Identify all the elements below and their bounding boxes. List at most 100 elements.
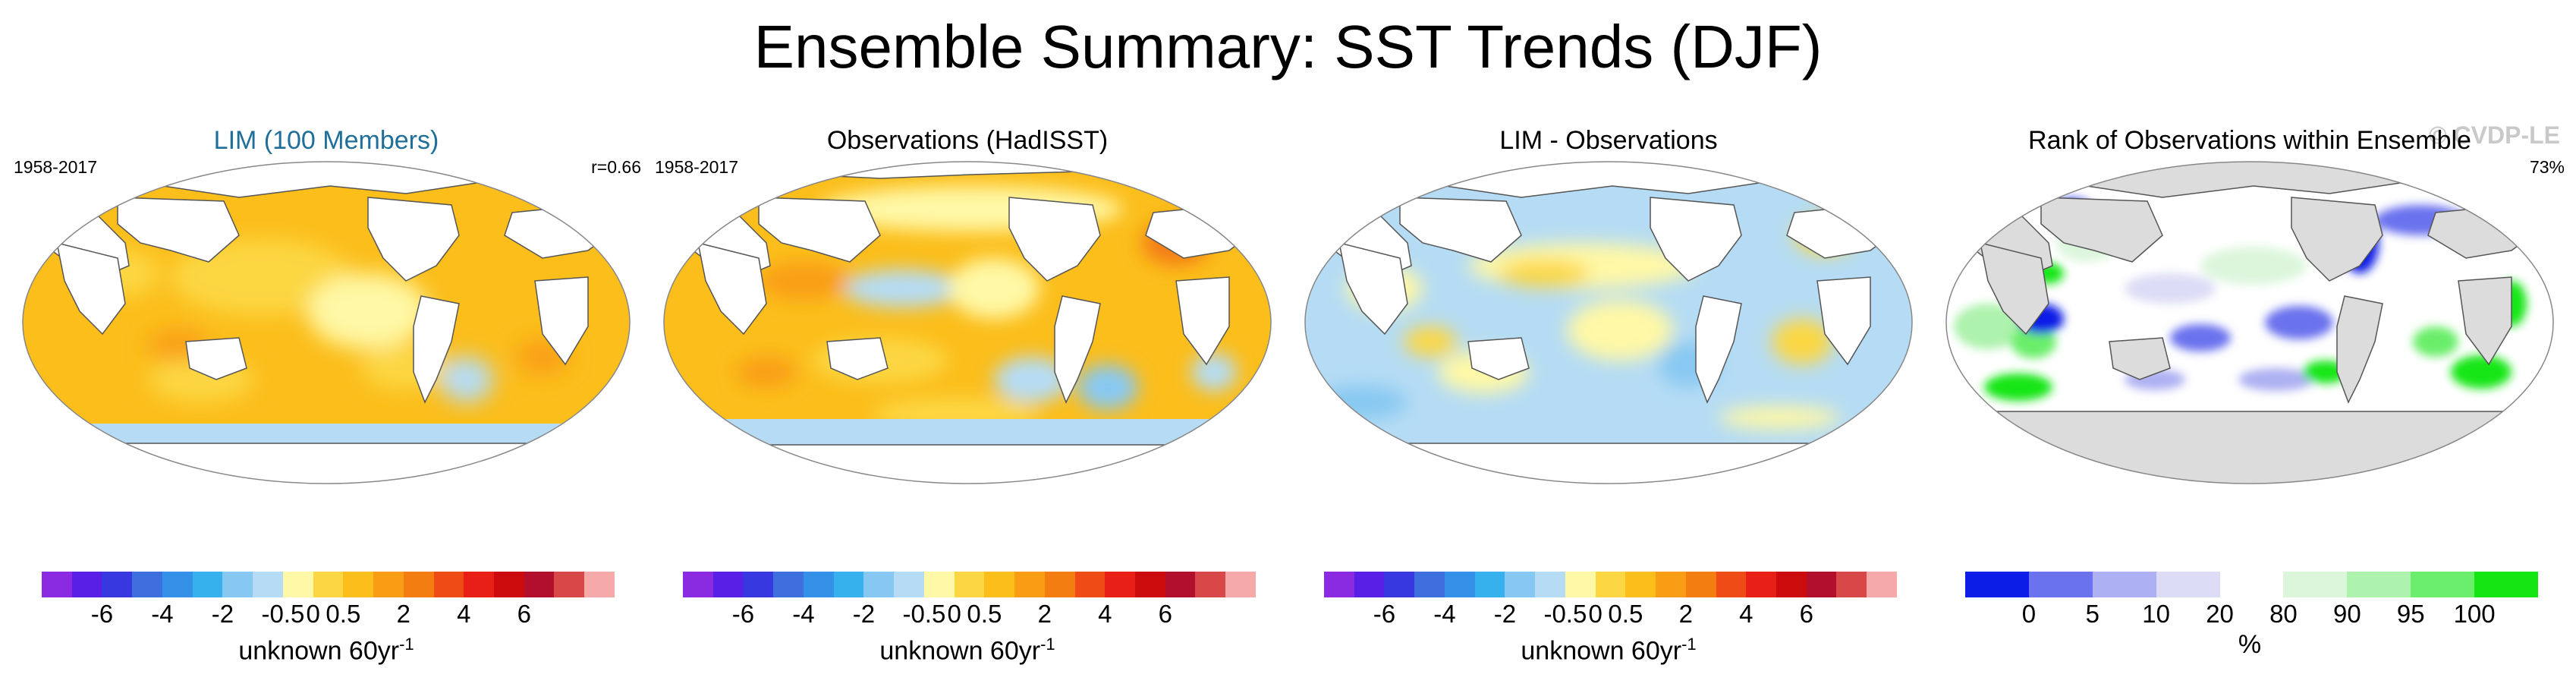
colorbar-tick-label: 4 bbox=[1098, 600, 1112, 628]
colorbar-segment bbox=[1867, 572, 1897, 597]
colorbar-tick-label: -6 bbox=[90, 600, 114, 628]
colorbar-segment bbox=[683, 572, 713, 597]
colorbar-segment bbox=[1965, 572, 2029, 597]
panel-observations: Observations (HadISST) 1958-2017 bbox=[653, 121, 1282, 687]
colorbar-segment bbox=[1535, 572, 1565, 597]
colorbar-segment bbox=[2092, 572, 2156, 597]
colorbar-unit: % bbox=[2238, 630, 2262, 659]
colorbar-segment bbox=[1776, 572, 1807, 597]
colorbar-segment bbox=[2411, 572, 2475, 597]
colorbar-segment bbox=[1656, 572, 1686, 597]
colorbar-segment bbox=[1384, 572, 1415, 597]
colorbar-tick-label: -2 bbox=[852, 600, 876, 628]
period-label: 1958-2017 bbox=[14, 157, 97, 177]
colorbar-tick-label: 0.5 bbox=[967, 600, 1002, 628]
colorbar-tick-label: 95 bbox=[2396, 600, 2425, 628]
colorbar-segment bbox=[132, 572, 162, 597]
trend-colorbar-ticks: -6 -4 -2 -0.5 0 0.5 2 4 6 bbox=[1324, 600, 1897, 630]
colorbar-tick-label: 6 bbox=[1158, 600, 1172, 628]
figure-title: Ensemble Summary: SST Trends (DJF) bbox=[753, 13, 1823, 80]
colorbar-tick-label: 0.5 bbox=[1608, 600, 1643, 628]
colorbar-segment bbox=[2028, 572, 2093, 597]
colorbar-segment bbox=[222, 572, 253, 597]
colorbar-segment bbox=[1135, 572, 1165, 597]
colorbar-segment bbox=[2347, 572, 2411, 597]
colorbar-segment bbox=[373, 572, 404, 597]
map-border bbox=[1945, 161, 2554, 484]
colorbar-segment bbox=[1354, 572, 1385, 597]
colorbar-segment bbox=[1324, 572, 1354, 597]
colorbar-tick-label: 10 bbox=[2142, 600, 2171, 628]
trend-colorbar bbox=[42, 572, 615, 597]
sst-difference-map bbox=[1304, 161, 1913, 484]
period-label: 1958-2017 bbox=[655, 157, 738, 177]
panel-title: Rank of Observations within Ensemble bbox=[2028, 126, 2471, 155]
panel-title: Observations (HadISST) bbox=[826, 126, 1109, 155]
colorbar-segment bbox=[71, 572, 102, 597]
panel-title: LIM (100 Members) bbox=[213, 126, 439, 155]
colorbar-tick-label: -0.5 bbox=[902, 600, 946, 628]
colorbar-segment bbox=[102, 572, 133, 597]
colorbar-segment bbox=[313, 572, 344, 597]
colorbar-segment bbox=[1595, 572, 1626, 597]
map-border bbox=[22, 161, 631, 484]
colorbar-tick-label: 0.5 bbox=[326, 600, 361, 628]
colorbar-segment bbox=[923, 572, 955, 597]
trend-colorbar-ticks: -6 -4 -2 -0.5 0 0.5 2 4 6 bbox=[42, 600, 615, 630]
colorbar-segment bbox=[1105, 572, 1136, 597]
southern-ocean-band bbox=[664, 419, 1271, 445]
trend-colorbar bbox=[683, 572, 1256, 597]
colorbar-tick-label: 6 bbox=[1799, 600, 1813, 628]
panel-lim: LIM (100 Members) 1958-2017 r=0.66 bbox=[11, 121, 641, 687]
colorbar-segment bbox=[1044, 572, 1075, 597]
colorbar-segment bbox=[494, 572, 524, 597]
colorbar-tick-label: 80 bbox=[2269, 600, 2298, 628]
colorbar-segment bbox=[1225, 572, 1256, 597]
colorbar-segment bbox=[1806, 572, 1837, 597]
colorbar-tick-label: 100 bbox=[2453, 600, 2496, 628]
colorbar-segment bbox=[833, 572, 864, 597]
colorbar-unit: unknown 60yr-1 bbox=[238, 635, 414, 666]
colorbar-tick-label: 0 bbox=[947, 600, 961, 628]
colorbar-segment bbox=[403, 572, 434, 597]
colorbar-segment bbox=[162, 572, 193, 597]
rank-map bbox=[1945, 161, 2554, 484]
colorbar-tick-label: -2 bbox=[211, 600, 234, 628]
colorbar-segment bbox=[42, 572, 72, 597]
rank-percent-label: 73% bbox=[2529, 157, 2565, 177]
colorbar-segment bbox=[1444, 572, 1475, 597]
colorbar-segment bbox=[464, 572, 495, 597]
colorbar-segment bbox=[743, 572, 774, 597]
colorbar-segment bbox=[1014, 572, 1045, 597]
colorbar-tick-label: 4 bbox=[1739, 600, 1754, 628]
colorbar-segment bbox=[282, 572, 313, 597]
colorbar-segment bbox=[863, 572, 895, 597]
trend-colorbar-ticks: -6 -4 -2 -0.5 0 0.5 2 4 6 bbox=[683, 600, 1256, 630]
colorbar-segment bbox=[894, 572, 924, 597]
colorbar-tick-label: 2 bbox=[1678, 600, 1694, 628]
colorbar-tick-label: 6 bbox=[517, 600, 531, 628]
colorbar-segment bbox=[984, 572, 1015, 597]
colorbar-segment bbox=[1685, 572, 1716, 597]
colorbar-unit: unknown 60yr-1 bbox=[1521, 635, 1697, 666]
colorbar-segment bbox=[1836, 572, 1867, 597]
colorbar-segment bbox=[2156, 572, 2220, 597]
rank-colorbar bbox=[1965, 572, 2539, 597]
colorbar-segment bbox=[1474, 572, 1505, 597]
map-border bbox=[663, 161, 1272, 484]
colorbar-segment bbox=[524, 572, 555, 597]
colorbar-tick-label: -0.5 bbox=[1543, 600, 1587, 628]
colorbar-segment bbox=[192, 572, 223, 597]
colorbar-segment bbox=[803, 572, 834, 597]
colorbar-tick-label: -4 bbox=[1433, 600, 1456, 628]
colorbar-tick-label: 5 bbox=[2085, 600, 2099, 628]
colorbar-segment bbox=[954, 572, 985, 597]
colorbar-segment bbox=[584, 572, 615, 597]
colorbar-tick-label: 0 bbox=[1588, 600, 1603, 628]
colorbar-segment bbox=[1195, 572, 1226, 597]
colorbar-tick-label: -6 bbox=[1373, 600, 1396, 628]
trend-colorbar bbox=[1324, 572, 1897, 597]
colorbar-segment bbox=[1716, 572, 1747, 597]
colorbar-segment bbox=[2219, 572, 2284, 597]
colorbar-tick-label: 4 bbox=[457, 600, 471, 628]
